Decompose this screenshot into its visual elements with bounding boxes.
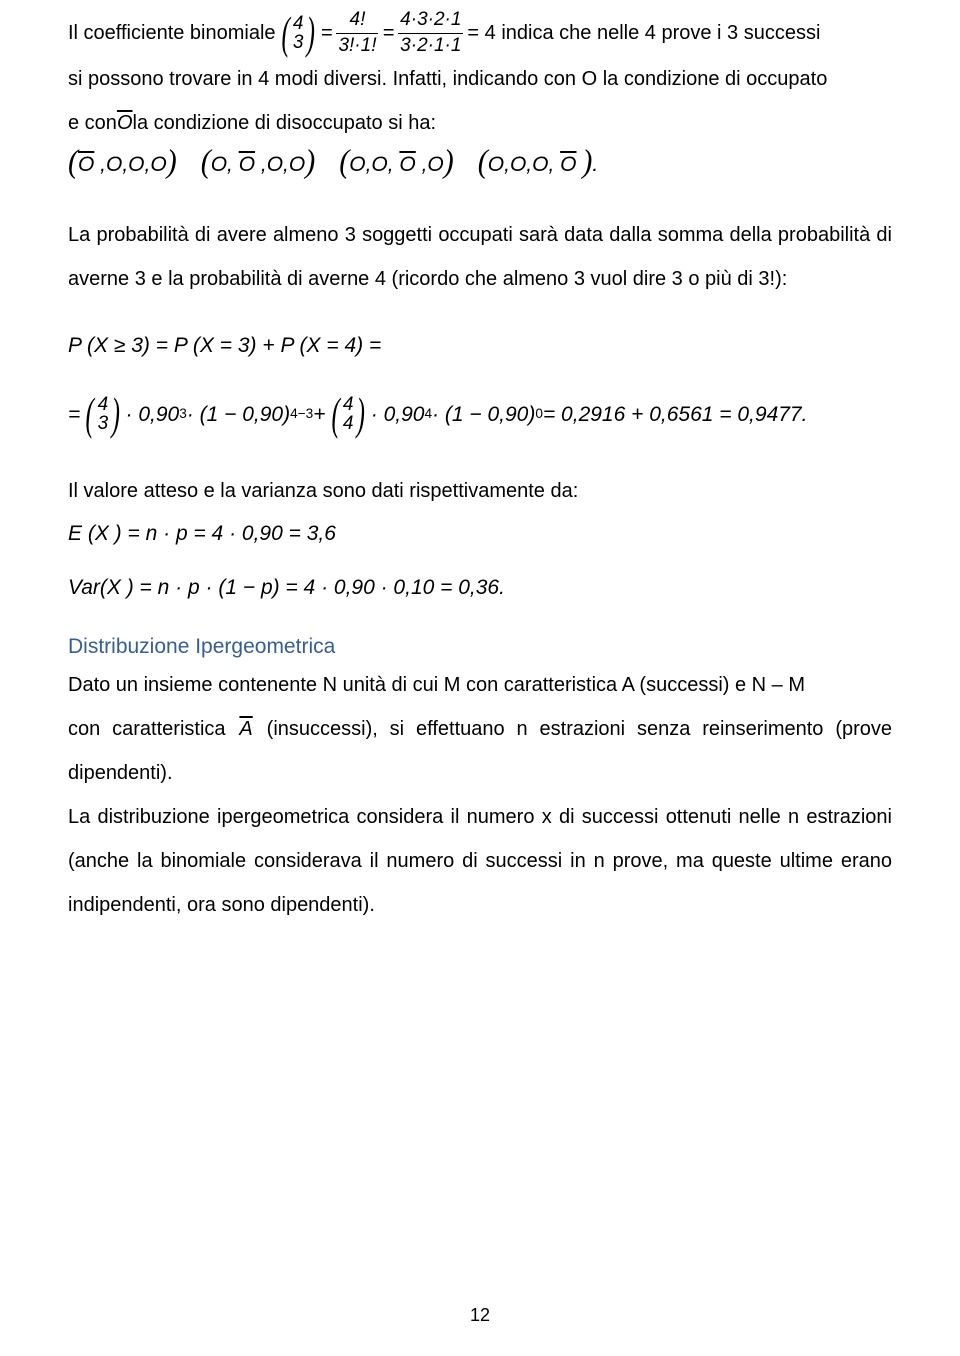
k: 4 <box>343 414 354 433</box>
t: · (1 − 0,90) <box>432 402 535 427</box>
k: 3 <box>98 414 109 433</box>
tuples-row: (O ,O,O,O) (O, O ,O,O) (O,O, O ,O) (O,O,… <box>68 147 892 182</box>
para-4a: Dato un insieme contenente N unità di cu… <box>68 663 892 707</box>
tuple-4: (O,O,O, O ). <box>478 147 598 182</box>
n: 4 <box>98 395 109 414</box>
tail: = 0,2916 + 0,6561 = 0,9477. <box>543 402 808 427</box>
o-bar: O <box>117 101 133 145</box>
plus: + <box>313 402 325 427</box>
text: la condizione di disoccupato si ha: <box>133 101 437 145</box>
para-5: La distribuzione ipergeometrica consider… <box>68 795 892 927</box>
n: 4 <box>343 395 354 414</box>
frac-factorial: 4! 3!·1! <box>336 10 378 57</box>
paren-right: ) <box>307 10 315 56</box>
binom-4-3: ( 4 3 ) <box>278 10 319 56</box>
text: = 4 indica che nelle 4 prove i 3 success… <box>467 11 820 55</box>
frac-num: 4! <box>348 10 368 33</box>
t: con caratteristica <box>68 718 237 740</box>
line-binom-coeff: Il coefficiente binomiale ( 4 3 ) = 4! 3… <box>68 10 892 57</box>
frac-den: 3·2·1·1 <box>398 33 463 57</box>
lead: = <box>68 402 80 427</box>
para-4b: con caratteristica A (insuccessi), si ef… <box>68 707 892 795</box>
t: · 0,90 <box>371 402 425 427</box>
frac-den: 3!·1! <box>336 33 378 57</box>
tuple-1: (O ,O,O,O) <box>68 147 177 182</box>
eq-A: P (X ≥ 3) = P (X = 3) + P (X = 4) = <box>68 325 892 367</box>
tuple-3: (O,O, O ,O) <box>339 147 454 182</box>
eq-B: = ( 4 3 ) · 0,903 · (1 − 0,90)4−3 + ( 4 … <box>68 391 892 437</box>
binom-top: 4 <box>293 14 304 33</box>
frac-expanded: 4·3·2·1 3·2·1·1 <box>398 10 463 57</box>
binom-bot: 3 <box>293 33 304 52</box>
text: Il coefficiente binomiale <box>68 11 276 55</box>
binom-4-4: ( 4 4 ) <box>328 391 369 437</box>
text: e con <box>68 101 117 145</box>
a-bar: A <box>237 707 254 751</box>
frac-num: 4·3·2·1 <box>398 10 463 33</box>
page-root: Il coefficiente binomiale ( 4 3 ) = 4! 3… <box>0 0 960 1356</box>
eq: = <box>382 11 394 55</box>
page-number: 12 <box>0 1305 960 1326</box>
heading-hypergeometric: Distribuzione Ipergeometrica <box>68 635 892 659</box>
line-2: si possono trovare in 4 modi diversi. In… <box>68 57 892 101</box>
tuple-2: (O, O ,O,O) <box>201 147 316 182</box>
binom-4-3b: ( 4 3 ) <box>82 391 123 437</box>
paren-left: ( <box>281 10 289 56</box>
para-2: La probabilità di avere almeno 3 soggett… <box>68 213 892 301</box>
para-3: Il valore atteso e la varianza sono dati… <box>68 469 892 513</box>
eq-C: E (X ) = n · p = 4 · 0,90 = 3,6 <box>68 513 892 555</box>
eq-D: Var(X ) = n · p · (1 − p) = 4 · 0,90 · 0… <box>68 567 892 609</box>
t: · (1 − 0,90) <box>187 402 290 427</box>
t: · 0,90 <box>126 402 180 427</box>
eq: = <box>321 11 333 55</box>
line-3: e con O la condizione di disoccupato si … <box>68 101 892 145</box>
